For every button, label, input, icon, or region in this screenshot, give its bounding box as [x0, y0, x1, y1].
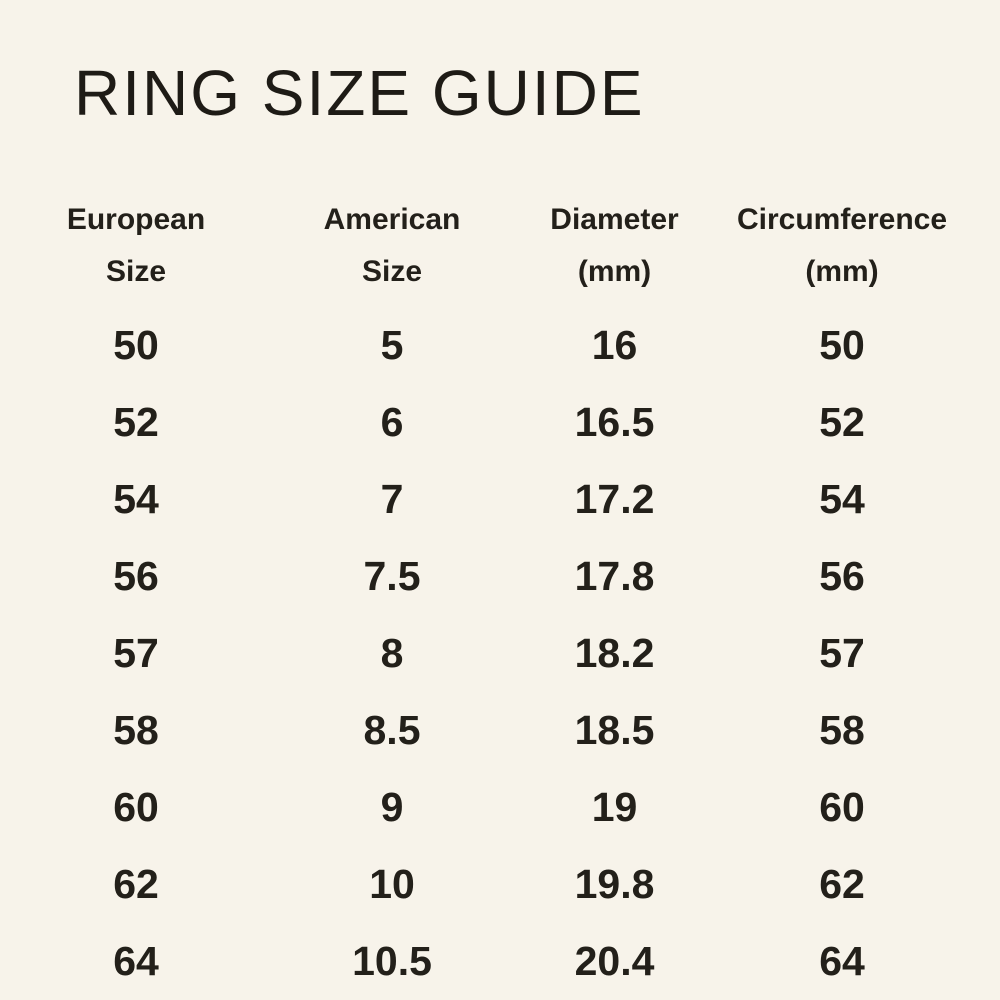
table-cell-diameter: 16.5 — [574, 399, 655, 445]
ring-size-table: European Size American Size Diameter (mm… — [0, 194, 967, 1000]
table-cell-diameter: 17.2 — [574, 476, 655, 522]
column-header-line: Circumference — [736, 203, 948, 236]
table-cell-circumference: 58 — [819, 707, 865, 753]
table-row: 54 7 17.2 54 — [0, 461, 967, 538]
column-header-line: (mm) — [805, 255, 879, 288]
table-cell-european: 56 — [113, 553, 159, 599]
table-cell-american: 7.5 — [363, 553, 421, 599]
table-row: 52 6 16.5 52 — [0, 384, 967, 461]
table-cell-european: 60 — [113, 784, 159, 830]
table-cell-american: 10 — [369, 861, 415, 907]
table-cell-circumference: 50 — [819, 322, 865, 368]
table-cell-american: 10.5 — [352, 938, 432, 984]
table-cell-american: 9 — [380, 784, 404, 830]
table-body: 50 5 16 50 52 6 16.5 52 54 7 17.2 54 56 … — [0, 307, 967, 1000]
column-header-line: American — [323, 203, 461, 236]
column-header-line: Size — [361, 255, 423, 288]
column-header-american-size: American Size — [272, 194, 512, 298]
column-header-line: (mm) — [577, 255, 652, 288]
table-header-row: European Size American Size Diameter (mm… — [0, 194, 967, 298]
table-cell-american: 6 — [380, 399, 404, 445]
table-cell-american: 5 — [380, 322, 404, 368]
table-cell-diameter: 19.8 — [574, 861, 655, 907]
table-cell-european: 57 — [113, 630, 159, 676]
column-header-line: Diameter — [550, 203, 679, 236]
table-cell-european: 52 — [113, 399, 159, 445]
table-cell-european: 54 — [113, 476, 159, 522]
table-cell-european: 62 — [113, 861, 159, 907]
table-cell-circumference: 56 — [819, 553, 865, 599]
page-title: RING SIZE GUIDE — [74, 57, 645, 129]
column-header-line: European — [66, 203, 206, 236]
table-cell-american: 8.5 — [363, 707, 421, 753]
table-cell-diameter: 20.4 — [574, 938, 655, 984]
column-header-european-size: European Size — [0, 194, 272, 298]
table-row: 57 8 18.2 57 — [0, 615, 967, 692]
table-cell-american: 7 — [380, 476, 404, 522]
table-cell-diameter: 18.2 — [574, 630, 655, 676]
table-row: 64 10.5 20.4 64 — [0, 923, 967, 1000]
table-cell-circumference: 62 — [819, 861, 865, 907]
table-row: 62 10 19.8 62 — [0, 846, 967, 923]
table-cell-circumference: 64 — [819, 938, 865, 984]
column-header-circumference: Circumference (mm) — [717, 194, 967, 298]
table-cell-european: 64 — [113, 938, 159, 984]
table-row: 50 5 16 50 — [0, 307, 967, 384]
table-row: 60 9 19 60 — [0, 769, 967, 846]
table-cell-circumference: 57 — [819, 630, 865, 676]
table-row: 56 7.5 17.8 56 — [0, 538, 967, 615]
table-cell-european: 50 — [113, 322, 159, 368]
table-cell-diameter: 19 — [591, 784, 638, 830]
table-cell-american: 8 — [380, 630, 404, 676]
table-row: 58 8.5 18.5 58 — [0, 692, 967, 769]
table-cell-european: 58 — [113, 707, 159, 753]
table-cell-circumference: 60 — [819, 784, 865, 830]
table-cell-diameter: 17.8 — [574, 553, 655, 599]
table-cell-diameter: 18.5 — [574, 707, 655, 753]
table-cell-diameter: 16 — [591, 322, 638, 368]
table-cell-circumference: 54 — [819, 476, 865, 522]
column-header-diameter: Diameter (mm) — [512, 194, 717, 298]
column-header-line: Size — [105, 255, 167, 288]
table-cell-circumference: 52 — [819, 399, 865, 445]
